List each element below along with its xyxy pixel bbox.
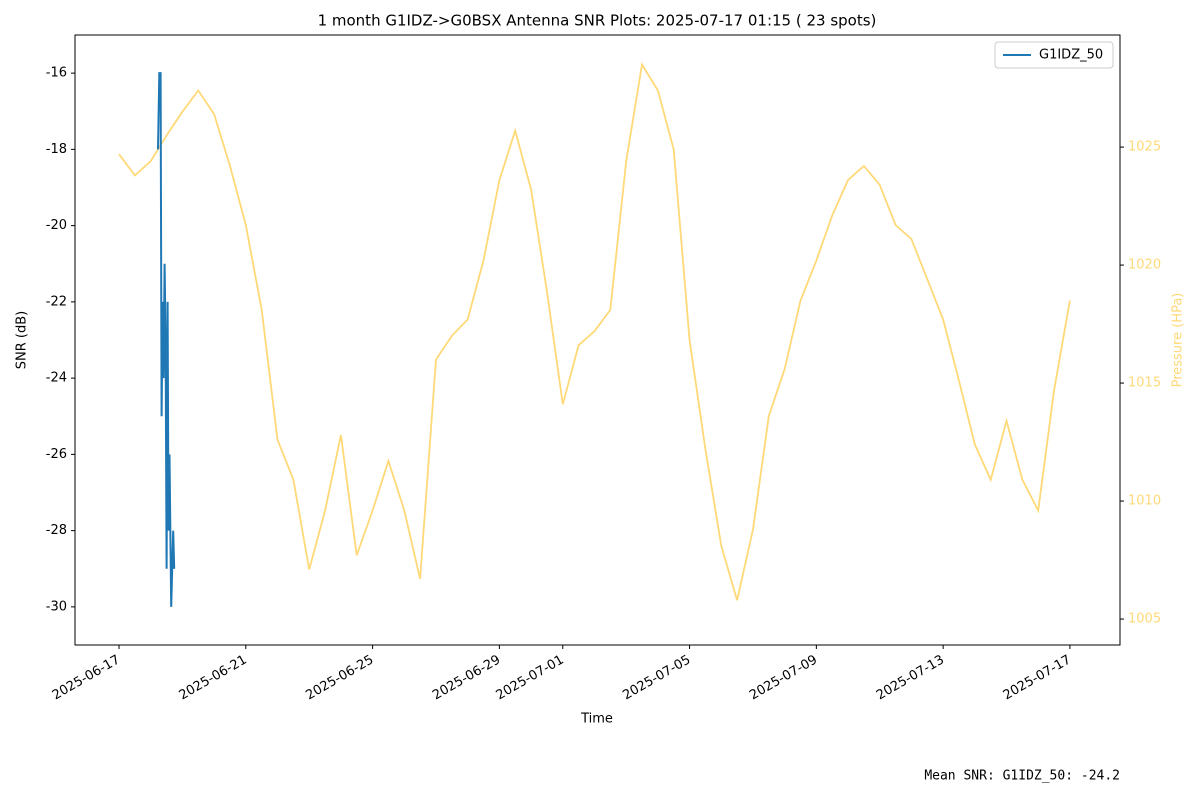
y-tick-label: -24	[46, 371, 67, 386]
y-tick-label: -22	[46, 294, 67, 309]
y-tick-label: -30	[46, 599, 67, 614]
y2-tick-label: 1005	[1128, 612, 1161, 627]
y2-tick-label: 1025	[1128, 140, 1161, 155]
y-tick-label: -20	[46, 218, 67, 233]
chart-title: 1 month G1IDZ->G0BSX Antenna SNR Plots: …	[318, 12, 877, 30]
legend-box	[994, 41, 1114, 69]
series-line	[157, 72, 176, 607]
y2-tick-label: 1020	[1128, 258, 1161, 273]
annotation: Mean SNR: G1IDZ_50: -24.2	[924, 769, 1120, 784]
y-axis-label: SNR (dB)	[15, 311, 30, 369]
y-tick-label: -26	[46, 447, 67, 462]
y2-axis-label: Pressure (HPa)	[1171, 293, 1186, 388]
series-line	[118, 61, 1071, 601]
y2-tick-label: 1015	[1128, 376, 1161, 391]
legend-label: G1IDZ_50	[1039, 48, 1103, 63]
y-tick-label: -18	[46, 142, 67, 157]
plot-frame	[74, 34, 1121, 646]
y-tick-label: -28	[46, 523, 67, 538]
y-tick-label: -16	[46, 66, 67, 81]
x-axis-label: Time	[580, 712, 613, 727]
y2-tick-label: 1010	[1128, 494, 1161, 509]
